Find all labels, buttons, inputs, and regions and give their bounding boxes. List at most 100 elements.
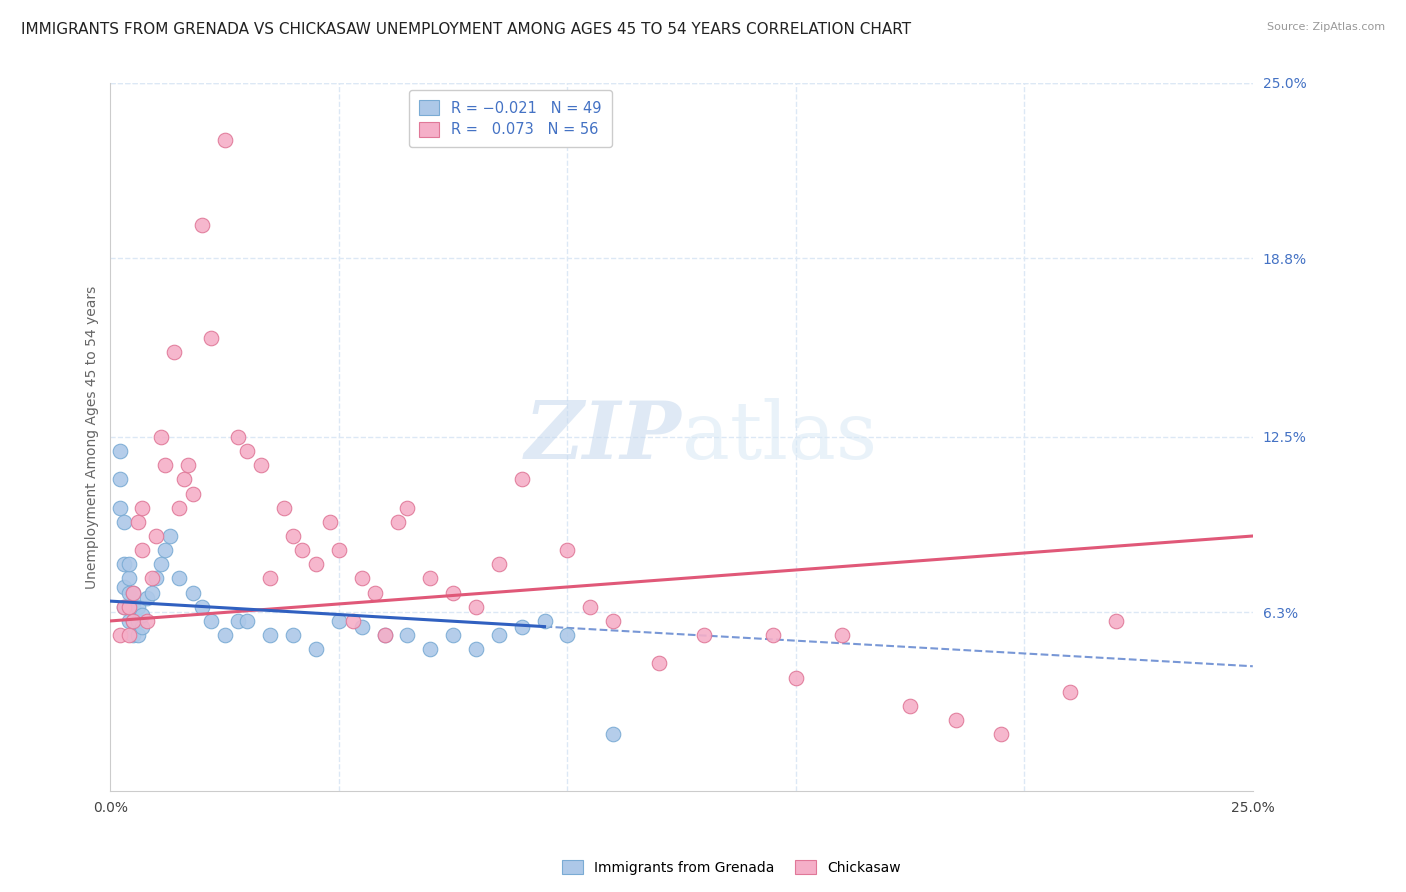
- Point: [145, 572, 167, 586]
- Point: [259, 572, 281, 586]
- Point: [693, 628, 716, 642]
- Point: [177, 458, 200, 473]
- Point: [579, 599, 602, 614]
- Point: [118, 572, 141, 586]
- Point: [228, 614, 250, 628]
- Point: [122, 585, 145, 599]
- Y-axis label: Unemployment Among Ages 45 to 54 years: Unemployment Among Ages 45 to 54 years: [86, 285, 100, 589]
- Point: [762, 628, 785, 642]
- Point: [181, 585, 204, 599]
- Point: [602, 614, 624, 628]
- Point: [990, 727, 1012, 741]
- Point: [465, 642, 488, 657]
- Point: [145, 529, 167, 543]
- Point: [118, 599, 141, 614]
- Point: [648, 657, 671, 671]
- Point: [141, 572, 163, 586]
- Point: [167, 500, 190, 515]
- Point: [236, 444, 259, 458]
- Point: [328, 543, 350, 558]
- Point: [163, 345, 186, 359]
- Point: [149, 558, 172, 572]
- Point: [1105, 614, 1128, 628]
- Point: [122, 585, 145, 599]
- Point: [122, 614, 145, 628]
- Point: [785, 671, 807, 685]
- Point: [214, 628, 236, 642]
- Point: [127, 628, 149, 642]
- Point: [149, 430, 172, 444]
- Point: [127, 614, 149, 628]
- Point: [283, 529, 305, 543]
- Point: [131, 500, 153, 515]
- Point: [118, 614, 141, 628]
- Point: [131, 543, 153, 558]
- Point: [319, 515, 342, 529]
- Point: [533, 614, 555, 628]
- Point: [108, 444, 131, 458]
- Text: atlas: atlas: [682, 398, 877, 476]
- Point: [510, 619, 533, 633]
- Point: [167, 572, 190, 586]
- Point: [557, 543, 579, 558]
- Point: [112, 558, 135, 572]
- Point: [122, 628, 145, 642]
- Point: [108, 628, 131, 642]
- Point: [214, 132, 236, 146]
- Point: [122, 614, 145, 628]
- Text: ZIP: ZIP: [524, 398, 682, 475]
- Point: [510, 472, 533, 486]
- Point: [228, 430, 250, 444]
- Legend: Immigrants from Grenada, Chickasaw: Immigrants from Grenada, Chickasaw: [557, 855, 905, 880]
- Point: [374, 628, 396, 642]
- Point: [136, 591, 159, 606]
- Point: [136, 614, 159, 628]
- Point: [396, 628, 419, 642]
- Point: [374, 628, 396, 642]
- Point: [112, 599, 135, 614]
- Point: [350, 619, 373, 633]
- Point: [283, 628, 305, 642]
- Point: [273, 500, 295, 515]
- Point: [108, 472, 131, 486]
- Point: [945, 713, 967, 727]
- Point: [118, 585, 141, 599]
- Text: Source: ZipAtlas.com: Source: ZipAtlas.com: [1267, 22, 1385, 32]
- Point: [118, 599, 141, 614]
- Point: [191, 218, 214, 232]
- Point: [108, 500, 131, 515]
- Point: [112, 599, 135, 614]
- Point: [131, 619, 153, 633]
- Point: [557, 628, 579, 642]
- Point: [488, 628, 510, 642]
- Legend: R = −0.021   N = 49, R =   0.073   N = 56: R = −0.021 N = 49, R = 0.073 N = 56: [409, 90, 612, 147]
- Point: [118, 558, 141, 572]
- Point: [898, 698, 921, 713]
- Point: [155, 458, 177, 473]
- Point: [250, 458, 273, 473]
- Point: [419, 642, 441, 657]
- Point: [465, 599, 488, 614]
- Point: [127, 515, 149, 529]
- Point: [127, 599, 149, 614]
- Point: [364, 585, 387, 599]
- Point: [159, 529, 181, 543]
- Point: [200, 614, 222, 628]
- Point: [350, 572, 373, 586]
- Point: [419, 572, 441, 586]
- Point: [1059, 684, 1081, 698]
- Point: [441, 628, 464, 642]
- Point: [112, 515, 135, 529]
- Point: [602, 727, 624, 741]
- Point: [396, 500, 419, 515]
- Point: [200, 331, 222, 345]
- Point: [141, 585, 163, 599]
- Point: [441, 585, 464, 599]
- Point: [191, 599, 214, 614]
- Point: [112, 580, 135, 594]
- Point: [831, 628, 853, 642]
- Point: [155, 543, 177, 558]
- Point: [342, 614, 364, 628]
- Point: [291, 543, 314, 558]
- Point: [181, 486, 204, 500]
